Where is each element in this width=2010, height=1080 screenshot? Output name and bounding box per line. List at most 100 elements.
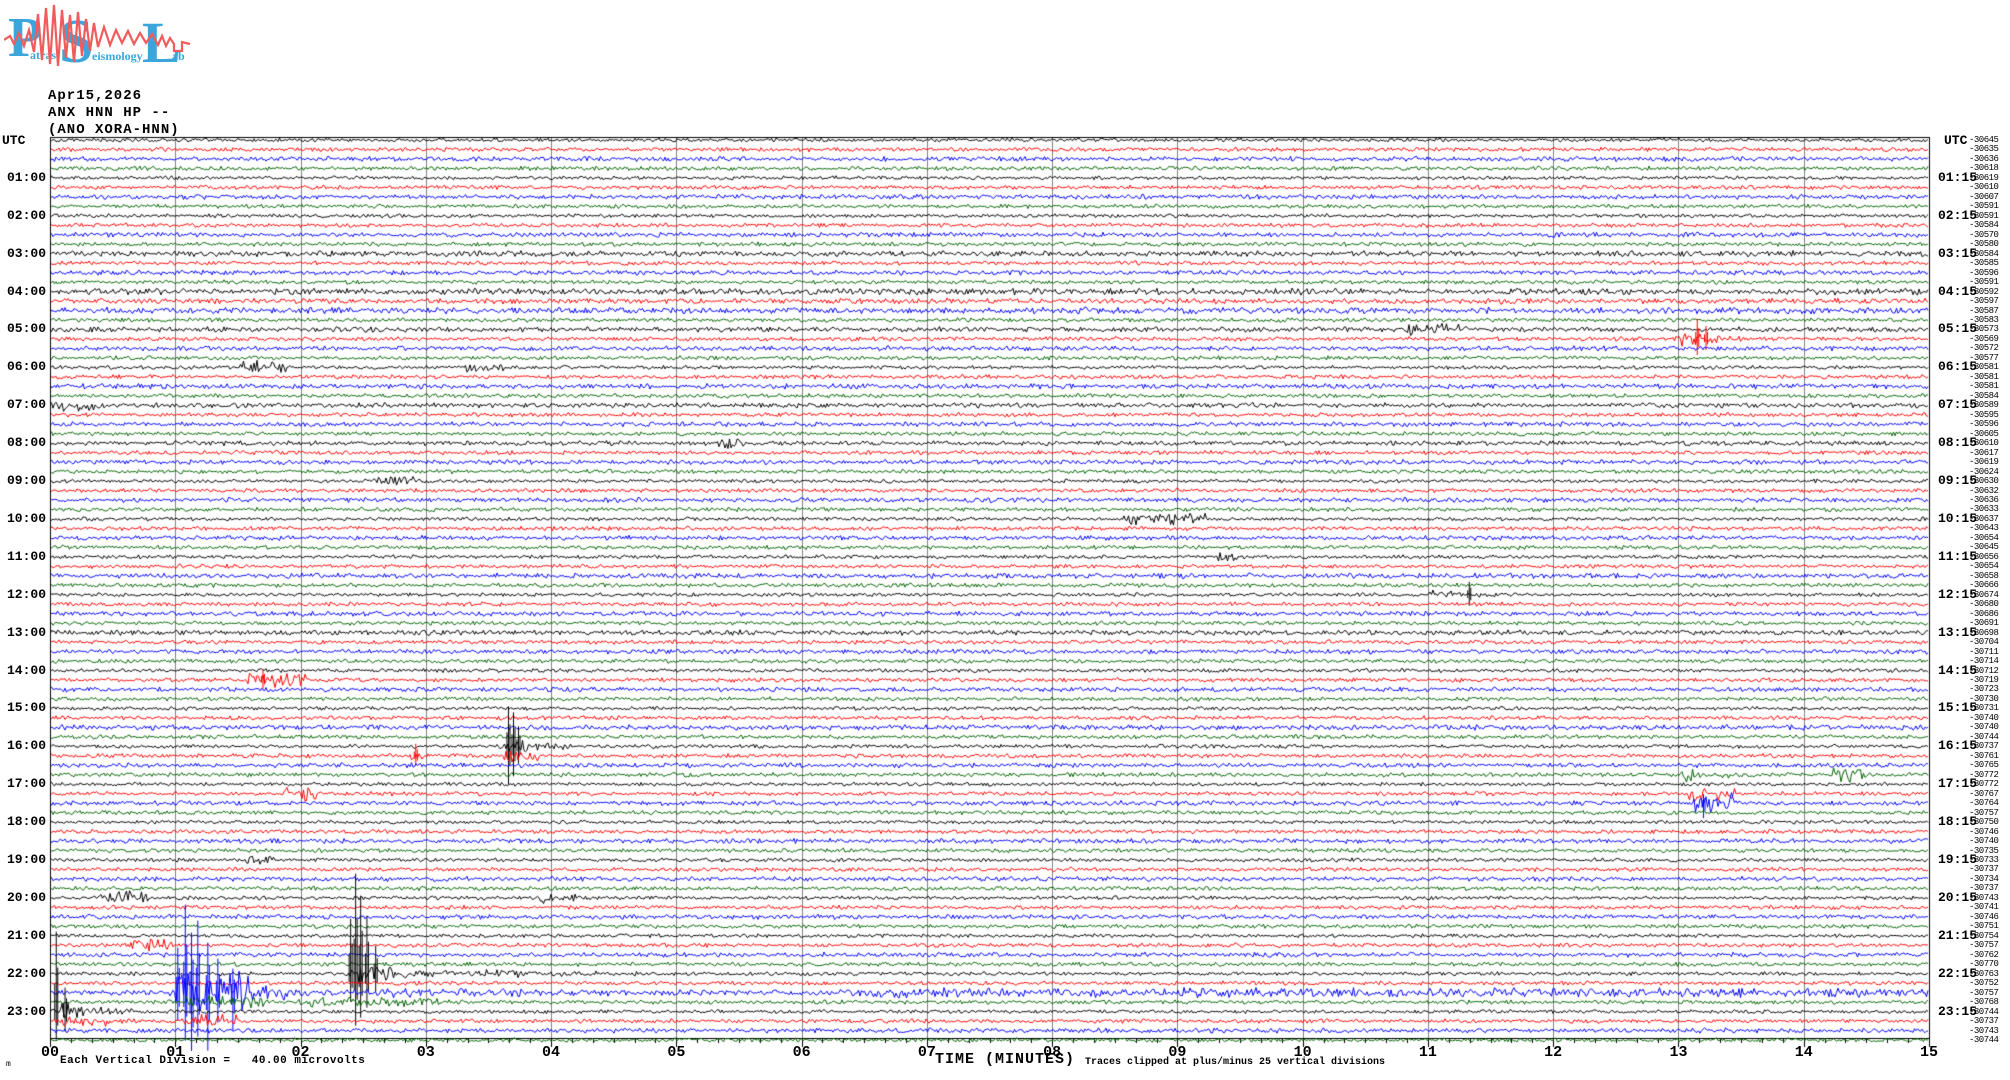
trace-value-label: -30569 xyxy=(1969,333,1999,344)
trace-value-label: -30730 xyxy=(1969,693,1999,704)
trace-value-label: -30645 xyxy=(1969,542,1999,553)
trace-value-label: -30637 xyxy=(1969,513,1999,524)
trace-value-label: -30572 xyxy=(1969,343,1999,354)
trace-value-label: -30761 xyxy=(1969,750,1999,761)
trace-value-label: -30596 xyxy=(1969,419,1999,430)
trace-value-label: -30691 xyxy=(1969,618,1999,629)
trace-value-label: -30587 xyxy=(1969,305,1999,316)
minute-label: 06 xyxy=(792,1044,811,1061)
trace-value-label: -30607 xyxy=(1969,191,1999,202)
trace-value-label: -30656 xyxy=(1969,551,1999,562)
trace-value-label: -30743 xyxy=(1969,892,1999,903)
trace-value-label: -30580 xyxy=(1969,239,1999,250)
left-hour-label: 12:00 xyxy=(6,586,46,602)
trace-value-label: -30581 xyxy=(1969,371,1999,382)
left-hour-label: 03:00 xyxy=(6,245,46,261)
left-hour-label: 20:00 xyxy=(6,889,46,905)
trace-value-label: -30772 xyxy=(1969,769,1999,780)
trace-value-label: -30632 xyxy=(1969,485,1999,496)
trace-value-label: -30741 xyxy=(1969,902,1999,913)
right-quarter-label: 11:15 xyxy=(1938,548,1978,564)
trace-value-label: -30666 xyxy=(1969,580,1999,591)
right-quarter-label: 07:15 xyxy=(1938,397,1978,413)
trace-value-label: -30630 xyxy=(1969,476,1999,487)
left-hour-label: 15:00 xyxy=(6,700,46,716)
trace-value-label: -30618 xyxy=(1969,163,1999,174)
footnote-scale: Each Vertical Division = 40.00 microvolt… xyxy=(60,1055,366,1067)
right-quarter-label: 05:15 xyxy=(1938,321,1978,337)
trace-value-label: -30610 xyxy=(1969,182,1999,193)
minute-label: 15 xyxy=(1919,1044,1938,1061)
trace-value-label: -30635 xyxy=(1969,144,1999,155)
trace-value-label: -30654 xyxy=(1969,561,1999,572)
right-quarter-label: 02:15 xyxy=(1938,207,1978,223)
trace-value-label: -30680 xyxy=(1969,599,1999,610)
trace-value-label: -30751 xyxy=(1969,921,1999,932)
left-hour-label: 23:00 xyxy=(6,1003,46,1019)
trace-value-label: -30740 xyxy=(1969,722,1999,733)
trace-value-label: -30734 xyxy=(1969,873,1999,884)
trace-value-label: -30581 xyxy=(1969,381,1999,392)
trace-value-label: -30605 xyxy=(1969,428,1999,439)
right-quarter-label: 22:15 xyxy=(1938,965,1978,981)
trace-value-label: -30654 xyxy=(1969,532,1999,543)
right-quarter-label: 14:15 xyxy=(1938,662,1978,678)
trace-value-label: -30711 xyxy=(1969,646,1999,657)
trace-value-label: -30737 xyxy=(1969,741,1999,752)
trace-value-label: -30674 xyxy=(1969,589,1999,600)
trace-value-label: -30636 xyxy=(1969,153,1999,164)
trace-value-label: -30731 xyxy=(1969,703,1999,714)
left-hour-label: 22:00 xyxy=(6,965,46,981)
right-quarter-label: 16:15 xyxy=(1938,738,1978,754)
right-quarter-label: 20:15 xyxy=(1938,889,1978,905)
minute-label: 04 xyxy=(542,1044,561,1061)
trace-value-label: -30744 xyxy=(1969,1006,1999,1017)
trace-value-label: -30589 xyxy=(1969,400,1999,411)
trace-value-label: -30719 xyxy=(1969,675,1999,685)
trace-value-label: -30770 xyxy=(1969,959,1999,970)
trace-value-label: -30585 xyxy=(1969,258,1999,269)
trace-value-label: -30744 xyxy=(1969,1035,1999,1045)
trace-value-label: -30714 xyxy=(1969,656,1999,667)
minute-label: 01 xyxy=(166,1044,185,1061)
minute-label: 09 xyxy=(1168,1044,1187,1061)
footnote-clip: Traces clipped at plus/minus 25 vertical… xyxy=(1085,1057,1386,1068)
minute-label: 07 xyxy=(917,1044,936,1061)
left-hour-label: 05:00 xyxy=(6,321,46,337)
trace-value-label: -30704 xyxy=(1969,637,1999,648)
trace-value-label: -30617 xyxy=(1969,447,1999,458)
left-hour-label: 18:00 xyxy=(6,814,46,830)
right-quarter-label: 19:15 xyxy=(1938,852,1978,867)
trace-value-label: -30619 xyxy=(1969,457,1999,468)
trace-value-label: -30757 xyxy=(1969,987,1999,998)
trace-value-label: -30577 xyxy=(1969,352,1999,363)
right-quarter-label: 23:15 xyxy=(1938,1003,1978,1019)
minute-label: 08 xyxy=(1043,1044,1062,1061)
minute-label: 03 xyxy=(416,1044,435,1061)
left-hour-label: 04:00 xyxy=(6,283,46,299)
trace-value-label: -30583 xyxy=(1969,315,1999,325)
right-quarter-label: 12:15 xyxy=(1938,586,1978,602)
trace-value-label: -30744 xyxy=(1969,731,1999,742)
left-hour-label: 13:00 xyxy=(6,624,46,640)
trace-value-label: -30772 xyxy=(1969,779,1999,790)
left-hour-label: 09:00 xyxy=(6,473,46,489)
trace-value-label: -30740 xyxy=(1969,836,1999,847)
left-hour-label: 02:00 xyxy=(6,207,46,223)
minute-label: 00 xyxy=(40,1044,59,1061)
trace-value-label: -30735 xyxy=(1969,845,1999,856)
trace-value-label: -30686 xyxy=(1969,608,1999,619)
trace-value-label: -30712 xyxy=(1969,665,1999,676)
left-hour-label: 16:00 xyxy=(6,738,46,754)
trace-value-label: -30595 xyxy=(1969,409,1999,420)
trace-value-label: -30636 xyxy=(1969,495,1999,505)
trace-value-label: -30581 xyxy=(1969,362,1999,373)
micro-glyph: m xyxy=(6,1060,11,1069)
trace-value-label: -30733 xyxy=(1969,855,1999,865)
trace-value-label: -30762 xyxy=(1969,949,1999,960)
right-quarter-label: 08:15 xyxy=(1938,435,1978,451)
trace-value-label: -30757 xyxy=(1969,940,1999,951)
trace-value-label: -30757 xyxy=(1969,807,1999,818)
trace-value-label: -30591 xyxy=(1969,210,1999,221)
